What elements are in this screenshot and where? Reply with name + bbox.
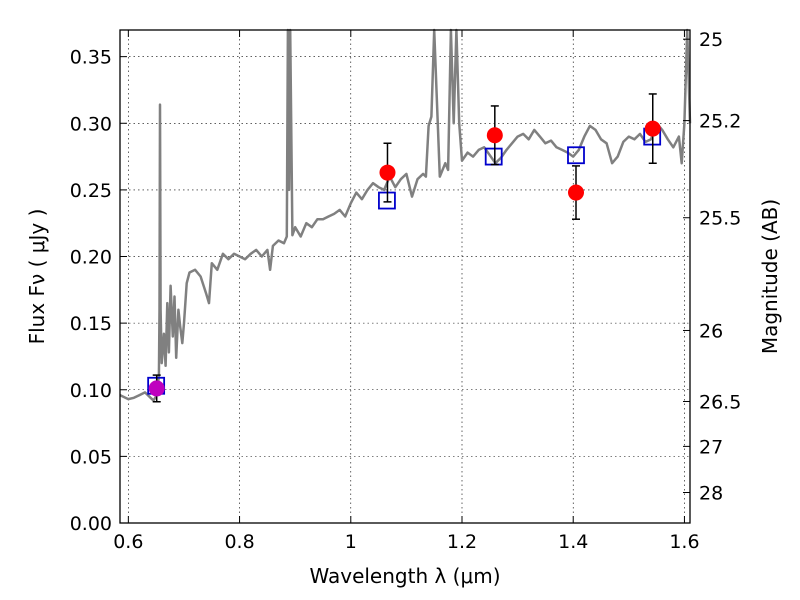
observed-flux-point: [568, 184, 584, 201]
y-tick-label: 0.30: [70, 113, 112, 135]
observed-flux-point: [644, 120, 661, 137]
series-markers: [147, 93, 662, 403]
x-tick-label: 0.6: [113, 531, 143, 553]
y2-tick-label: 25: [699, 29, 723, 51]
observed-flux-point: [148, 380, 165, 397]
ticks: 0.6 0.8 1 1.2 1.4 1.6 0.00 0.05 0.10 0.15 0.20 0.25…: [70, 29, 742, 553]
y2-tick-label: 26: [699, 320, 723, 342]
y2-tick-label: 25.5: [699, 208, 741, 230]
x-tick-label: 1.4: [558, 531, 588, 553]
model-photometry-square: [567, 146, 585, 165]
x-tick-label: 1.2: [447, 531, 477, 553]
grid: [120, 30, 690, 524]
y-tick-label: 0.35: [70, 47, 112, 69]
y2-tick-label: 28: [699, 482, 723, 504]
y-axis-label: Flux Fν ( μJy ): [25, 209, 49, 345]
y2-axis-label: Magnitude (AB): [758, 199, 782, 354]
series-lines: [119, 28, 692, 402]
y2-tick-label: 25.2: [699, 111, 741, 133]
y-tick-label: 0.10: [70, 380, 112, 402]
y2-tick-label: 27: [699, 436, 723, 458]
x-axis-label: Wavelength λ (μm): [309, 564, 500, 588]
x-tick-label: 0.8: [224, 531, 254, 553]
y-tick-label: 0.00: [70, 513, 112, 535]
y-tick-label: 0.20: [70, 247, 112, 269]
y-tick-label: 0.15: [70, 313, 112, 335]
plot-frame: [119, 29, 691, 524]
observed-flux-point: [379, 164, 396, 181]
model-spectrum-line: [119, 28, 692, 402]
observed-flux-point: [486, 127, 503, 144]
x-tick-label: 1.6: [669, 531, 699, 553]
x-tick-label: 1: [345, 531, 357, 553]
y-tick-label: 0.05: [70, 446, 112, 468]
y-tick-label: 0.25: [70, 180, 112, 202]
y2-tick-label: 26.5: [699, 391, 741, 413]
